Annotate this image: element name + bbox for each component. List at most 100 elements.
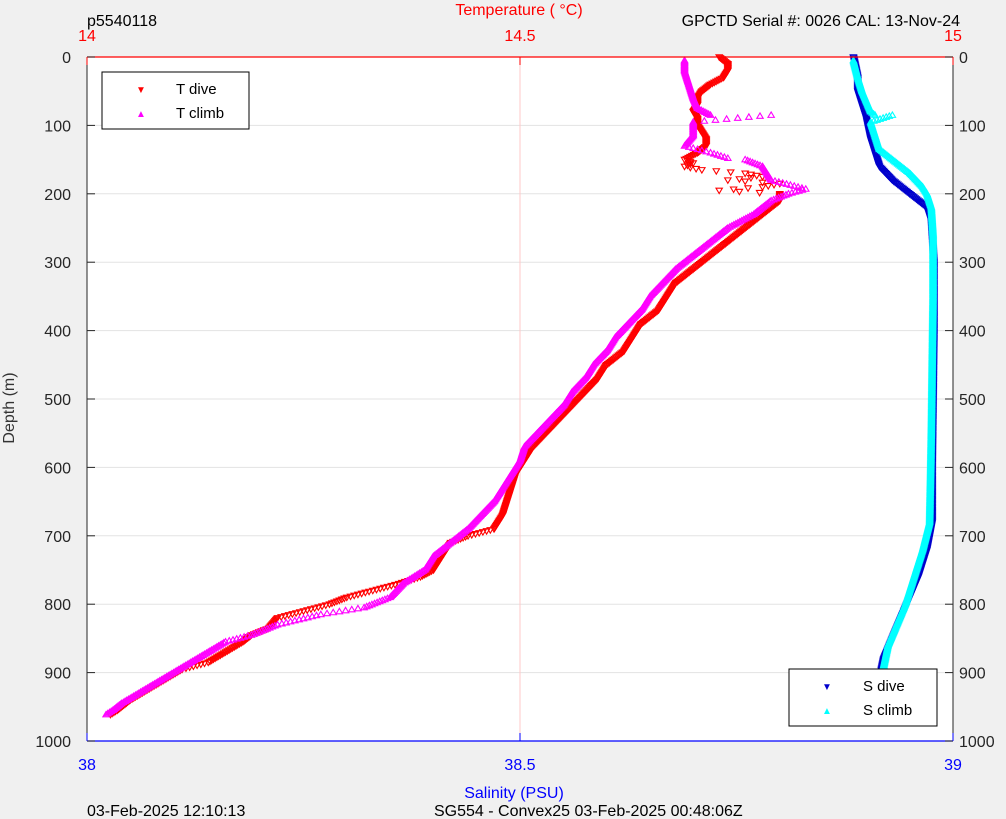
footer-center: SG554 - Convex25 03-Feb-2025 00:48:06Z xyxy=(434,803,743,819)
marker-t-dive-22 xyxy=(717,75,726,83)
marker-t-climb-499 xyxy=(402,577,411,585)
y-tick-label-left-100: 100 xyxy=(44,118,71,135)
y-tick-label-right-1000: 1000 xyxy=(959,734,995,751)
temp-tick-label-14: 14 xyxy=(78,28,96,45)
marker-t-climb-568 xyxy=(204,647,213,655)
marker-t-dive-134 xyxy=(755,189,764,197)
legend-s-dive-label: S dive xyxy=(863,678,905,695)
marker-t-climb-174 xyxy=(709,235,718,243)
marker-t-climb-467 xyxy=(439,543,449,551)
marker-t-climb-609 xyxy=(133,689,142,697)
y-tick-label-left-500: 500 xyxy=(44,392,71,409)
marker-t-climb-598 xyxy=(152,678,161,686)
marker-t-climb-585 xyxy=(174,665,183,673)
marker-t-dive-100 xyxy=(689,151,698,159)
marker-t-dive-130 xyxy=(743,185,753,193)
marker-t-dive-129 xyxy=(758,184,767,192)
marker-t-climb-536 xyxy=(295,615,304,623)
marker-t-dive-112 xyxy=(686,164,695,172)
marker-t-climb-592 xyxy=(162,672,171,680)
marker-t-climb-564 xyxy=(211,643,220,651)
marker-t-climb-177 xyxy=(705,238,714,246)
marker-t-climb-557 xyxy=(225,636,234,644)
marker-t-climb-459 xyxy=(450,535,459,543)
marker-t-dive-113 xyxy=(691,165,701,174)
marker-t-climb-574 xyxy=(193,653,203,662)
marker-t-climb-596 xyxy=(155,676,164,684)
y-tick-label-left-600: 600 xyxy=(44,460,71,477)
marker-t-dive-125 xyxy=(758,179,767,187)
marker-t-climb-616 xyxy=(120,697,130,705)
marker-s-climb-100 xyxy=(892,158,901,166)
y-tick-label-left-200: 200 xyxy=(44,187,71,204)
marker-t-climb-617 xyxy=(119,698,128,706)
marker-t-climb-490 xyxy=(417,567,426,575)
marker-t-climb-563 xyxy=(212,642,222,650)
marker-t-climb-463 xyxy=(445,539,454,547)
marker-t-climb-537 xyxy=(290,616,300,624)
header-serial: GPCTD Serial #: 0026 CAL: 13-Nov-24 xyxy=(682,13,960,30)
marker-s-climb-108 xyxy=(902,166,912,174)
marker-t-climb-552 xyxy=(243,631,252,639)
marker-t-climb-179 xyxy=(702,240,711,248)
marker-t-dive-109 xyxy=(686,161,695,169)
marker-t-climb-539 xyxy=(282,618,291,626)
marker-t-climb-561 xyxy=(216,640,225,648)
y-tick-label-right-100: 100 xyxy=(959,118,986,135)
marker-t-climb-497 xyxy=(405,575,414,583)
marker-t-climb-572 xyxy=(197,651,206,659)
marker-t-climb-456 xyxy=(454,532,463,540)
marker-t-climb-571 xyxy=(198,650,208,658)
legend-t-climb-marker: ▲ xyxy=(136,109,146,120)
marker-t-climb-599 xyxy=(150,679,159,687)
marker-t-dive-23 xyxy=(715,76,724,84)
marker-t-dive-117 xyxy=(740,170,750,178)
marker-t-climb-141 xyxy=(761,200,770,208)
grid-lines xyxy=(87,57,953,741)
marker-t-climb-138 xyxy=(765,197,774,205)
y-tick-label-left-900: 900 xyxy=(44,666,71,683)
marker-t-climb-124 xyxy=(797,183,807,191)
marker-t-climb-53 xyxy=(706,110,715,118)
marker-t-climb-628 xyxy=(103,709,112,717)
marker-t-climb-591 xyxy=(164,671,173,679)
sal-tick-label-39: 39 xyxy=(944,757,962,774)
marker-t-climb-583 xyxy=(178,663,187,671)
marker-t-dive-495 xyxy=(427,568,436,576)
marker-t-climb-524 xyxy=(359,603,369,611)
marker-t-climb-198 xyxy=(677,260,686,268)
marker-t-climb-84 xyxy=(680,141,689,149)
marker-t-climb-492 xyxy=(413,569,423,577)
marker-t-climb-193 xyxy=(683,255,693,263)
marker-t-climb-458 xyxy=(451,534,461,542)
marker-t-climb-117 xyxy=(770,176,780,184)
marker-t-climb-170 xyxy=(714,231,723,239)
marker-t-climb-190 xyxy=(687,252,697,260)
marker-t-climb-120 xyxy=(782,179,791,187)
y-tick-label-right-200: 200 xyxy=(959,187,986,204)
temp-tick-label-15: 15 xyxy=(944,28,962,45)
marker-t-climb-466 xyxy=(441,542,450,550)
marker-t-climb-60 xyxy=(700,116,709,124)
marker-t-climb-172 xyxy=(711,233,721,241)
marker-t-climb-191 xyxy=(686,253,695,261)
marker-s-climb-106 xyxy=(900,164,909,172)
marker-t-dive-585 xyxy=(207,657,216,665)
marker-t-climb-171 xyxy=(713,232,722,240)
marker-t-climb-573 xyxy=(195,652,204,661)
marker-t-climb-570 xyxy=(200,649,209,657)
footer-left: 03-Feb-2025 12:10:13 xyxy=(87,803,245,819)
marker-t-climb-464 xyxy=(443,540,453,548)
marker-t-climb-625 xyxy=(108,705,118,714)
marker-t-climb-526 xyxy=(347,605,356,613)
marker-t-climb-199 xyxy=(675,261,685,269)
legend-temperature-box xyxy=(101,71,250,130)
marker-t-climb-468 xyxy=(438,544,447,552)
marker-t-climb-55 xyxy=(755,111,765,119)
marker-t-climb-450 xyxy=(462,525,471,533)
marker-s-climb-52 xyxy=(869,109,878,117)
marker-s-climb-103 xyxy=(896,161,905,169)
marker-s-climb-107 xyxy=(901,165,910,173)
marker-t-climb-128 xyxy=(791,187,800,195)
marker-t-climb-493 xyxy=(412,570,421,579)
